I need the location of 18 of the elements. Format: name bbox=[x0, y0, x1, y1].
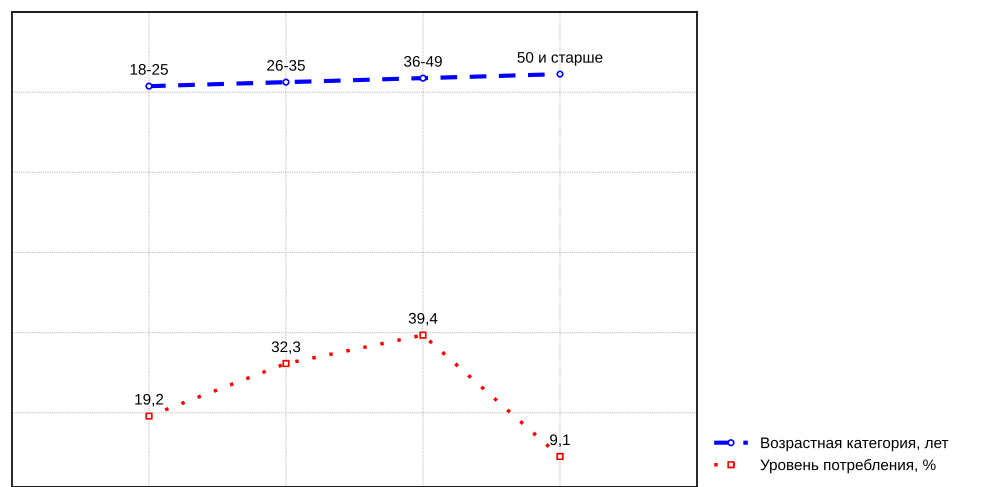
x-tick-label: 26-35 bbox=[267, 60, 305, 71]
point bbox=[145, 412, 153, 420]
data-label: 39,4 bbox=[408, 312, 438, 326]
point bbox=[419, 331, 427, 339]
point bbox=[145, 82, 153, 90]
x-tick-label: 36-49 bbox=[404, 56, 442, 67]
data-label: 9,1 bbox=[550, 434, 570, 447]
x-tick-label: 50 и старше bbox=[518, 52, 602, 66]
point bbox=[282, 78, 290, 86]
data-label: 19,2 bbox=[135, 394, 164, 406]
x-tick-label: 18-25 bbox=[130, 64, 168, 75]
point bbox=[556, 452, 564, 460]
legend-label: Уровень потребления, % bbox=[760, 458, 936, 474]
legend-label: Возрастная категория, лет bbox=[761, 438, 948, 452]
point bbox=[282, 360, 290, 368]
point bbox=[556, 70, 564, 78]
point bbox=[419, 74, 427, 82]
data-label: 32,3 bbox=[272, 341, 300, 354]
